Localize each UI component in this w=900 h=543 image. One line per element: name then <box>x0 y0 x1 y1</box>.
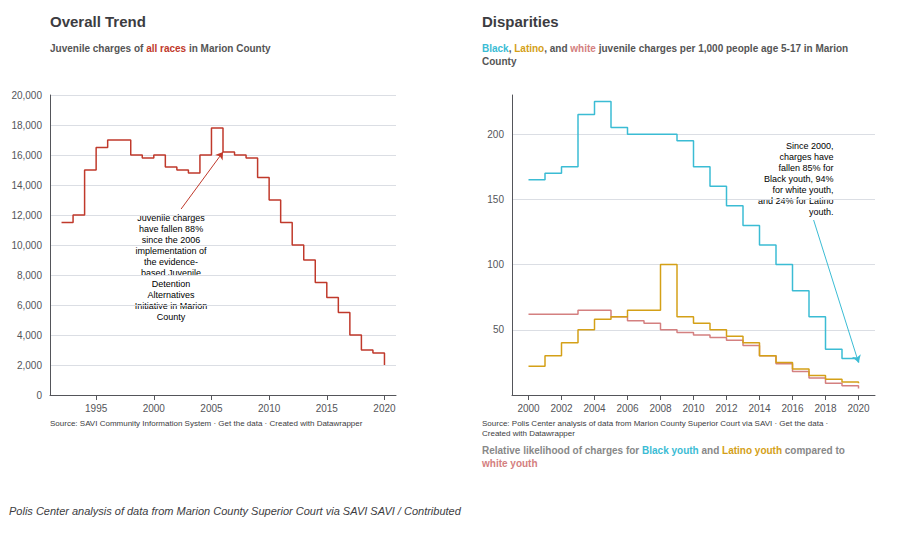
svg-text:18,000: 18,000 <box>11 120 42 131</box>
svg-text:0: 0 <box>36 390 42 401</box>
svg-text:2020: 2020 <box>373 403 396 414</box>
svg-text:the evidence-: the evidence- <box>144 257 198 267</box>
svg-text:2008: 2008 <box>649 403 672 414</box>
svg-text:based Juvenile: based Juvenile <box>141 267 202 278</box>
svg-text:for white youth,: for white youth, <box>773 185 834 195</box>
svg-text:2000: 2000 <box>143 403 166 414</box>
svg-text:Source: Polis Center analysis: Source: Polis Center analysis of data fr… <box>482 419 828 428</box>
svg-text:fallen 85% for: fallen 85% for <box>779 163 834 173</box>
svg-text:Latino youth: Latino youth <box>722 445 782 456</box>
svg-text:50: 50 <box>493 324 505 335</box>
svg-text:youth.: youth. <box>809 207 834 217</box>
svg-text:2016: 2016 <box>781 403 804 414</box>
svg-text:Disparities: Disparities <box>482 13 559 30</box>
svg-text:Relative likelihood of charges: Relative likelihood of charges for <box>482 445 642 456</box>
svg-text:Initiative in Marion: Initiative in Marion <box>134 300 208 311</box>
svg-text:12,000: 12,000 <box>11 210 42 221</box>
svg-text:, and: , and <box>544 43 570 54</box>
svg-text:and: and <box>699 445 722 456</box>
svg-text:200: 200 <box>487 129 504 140</box>
svg-text:8,000: 8,000 <box>17 270 42 281</box>
svg-text:6,000: 6,000 <box>17 300 42 311</box>
svg-text:charges have: charges have <box>780 152 834 162</box>
svg-text:2018: 2018 <box>814 403 837 414</box>
svg-text:and 24% for Latino: and 24% for Latino <box>758 196 834 206</box>
svg-text:Juvenile charges of: Juvenile charges of <box>50 43 146 54</box>
svg-text:juvenile charges per 1,000 peo: juvenile charges per 1,000 people age 5‑… <box>596 43 848 54</box>
svg-text:10,000: 10,000 <box>11 240 42 251</box>
svg-text:20,000: 20,000 <box>11 90 42 101</box>
svg-text:have fallen 88%: have fallen 88% <box>139 224 203 234</box>
svg-text:Juvenile charges: Juvenile charges <box>137 213 205 223</box>
svg-text:2,000: 2,000 <box>17 360 42 371</box>
svg-text:2014: 2014 <box>748 403 771 414</box>
svg-text:Polis Center analysis of data: Polis Center analysis of data from Mario… <box>9 505 462 517</box>
svg-text:Black youth, 94%: Black youth, 94% <box>764 174 834 184</box>
svg-text:Alternatives: Alternatives <box>148 290 196 300</box>
svg-text:4,000: 4,000 <box>17 330 42 341</box>
svg-text:Black: Black <box>482 43 509 54</box>
svg-text:Black youth: Black youth <box>642 445 699 456</box>
svg-text:2002: 2002 <box>550 403 573 414</box>
svg-text:white youth: white youth <box>481 458 538 469</box>
svg-text:Created with Datawrapper: Created with Datawrapper <box>482 429 575 438</box>
svg-text:2010: 2010 <box>258 403 281 414</box>
svg-text:Since 2000,: Since 2000, <box>786 141 834 151</box>
svg-text:Overall Trend: Overall Trend <box>50 13 146 30</box>
svg-text:2005: 2005 <box>200 403 223 414</box>
svg-text:2004: 2004 <box>583 403 606 414</box>
svg-text:2006: 2006 <box>616 403 639 414</box>
svg-text:County: County <box>482 56 517 67</box>
svg-text:white: white <box>569 43 596 54</box>
svg-text:compared to: compared to <box>782 445 845 456</box>
svg-text:2015: 2015 <box>316 403 339 414</box>
svg-text:Detention: Detention <box>152 279 191 289</box>
svg-text:1995: 1995 <box>85 403 108 414</box>
svg-text:16,000: 16,000 <box>11 150 42 161</box>
svg-text:all races: all races <box>146 43 186 54</box>
svg-text:150: 150 <box>487 194 504 205</box>
svg-text:2020: 2020 <box>847 403 870 414</box>
svg-text:2010: 2010 <box>682 403 705 414</box>
svg-text:14,000: 14,000 <box>11 180 42 191</box>
svg-text:Source: SAVI Community Informa: Source: SAVI Community Information Syste… <box>50 419 363 428</box>
svg-text:Latino: Latino <box>514 43 544 54</box>
svg-text:in Marion County: in Marion County <box>186 43 271 54</box>
svg-text:implementation of: implementation of <box>136 246 208 256</box>
svg-text:County: County <box>157 312 186 322</box>
svg-text:2012: 2012 <box>715 403 738 414</box>
svg-text:100: 100 <box>487 259 504 270</box>
svg-text:2000: 2000 <box>517 403 540 414</box>
svg-text:since the 2006: since the 2006 <box>142 235 201 245</box>
